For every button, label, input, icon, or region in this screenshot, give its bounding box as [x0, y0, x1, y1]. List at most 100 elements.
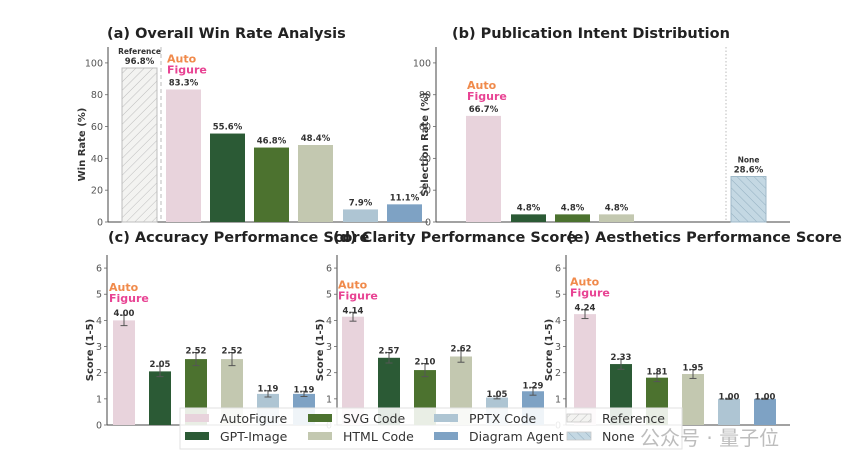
legend-label: PPTX Code	[469, 411, 537, 426]
bar-html-code	[298, 145, 333, 222]
y-axis-label: Score (1-5)	[544, 319, 555, 381]
autofigure-logo-auto: Auto	[167, 52, 197, 65]
y-tick-label: 1	[555, 394, 561, 405]
y-tick-label: 5	[555, 290, 561, 301]
data-label: 1.19	[258, 385, 279, 395]
y-tick-label: 4	[96, 316, 102, 327]
bar-autofigure	[466, 115, 501, 222]
chart-title: (e) Aesthetics Performance Score	[567, 230, 842, 246]
data-label: 2.10	[415, 358, 436, 368]
data-label: 1.00	[755, 392, 776, 402]
autofigure-logo-auto: Auto	[467, 79, 497, 92]
data-label: 7.9%	[349, 198, 373, 208]
legend-label: HTML Code	[343, 429, 414, 444]
data-label: 4.14	[343, 306, 364, 316]
data-label: 66.7%	[469, 105, 499, 115]
data-label: 1.00	[719, 392, 740, 402]
legend-label: None	[602, 429, 635, 444]
y-axis-label: Score (1-5)	[315, 319, 326, 381]
chart-panel-b: (b) Publication Intent Distribution Selec…	[413, 26, 790, 229]
watermark: 公众号 · 量子位	[640, 426, 779, 450]
chart-panel-e: (e) Aesthetics Performance Score Score (1…	[544, 230, 842, 432]
legend-swatch-html-code	[308, 432, 332, 440]
bar-autofigure	[166, 89, 201, 223]
y-tick-label: 40	[91, 154, 103, 165]
bar-gpt-image	[210, 133, 245, 222]
legend-swatch-none	[566, 431, 592, 441]
autofigure-logo-figure: Figure	[467, 90, 507, 103]
bar-autofigure	[113, 320, 135, 425]
autofigure-logo-figure: Figure	[570, 287, 610, 300]
y-tick-label: 6	[555, 264, 561, 275]
bar-pptx-code	[718, 398, 740, 425]
bar-autofigure	[342, 316, 364, 425]
legend-box	[179, 407, 683, 450]
autofigure-logo-figure: Figure	[167, 63, 207, 76]
bar-autofigure	[574, 314, 596, 425]
data-label: 1.29	[523, 381, 544, 391]
data-label: 4.8%	[517, 203, 541, 213]
y-tick-label: 0	[97, 218, 103, 229]
bar-svg-code	[555, 214, 590, 222]
data-label: 48.4%	[301, 134, 331, 144]
legend-swatch-pptx-code	[434, 414, 458, 422]
category-annotation: None	[738, 156, 760, 165]
legend-label: AutoFigure	[220, 411, 287, 426]
y-tick-label: 2	[326, 368, 332, 379]
chart-title: (c) Accuracy Performance Score	[108, 230, 370, 246]
data-label: 4.24	[575, 304, 596, 314]
legend-swatch-gpt-image	[185, 432, 209, 440]
data-label: 2.57	[379, 347, 400, 357]
data-label: 1.95	[683, 364, 704, 374]
legend-swatch-diagram-agent	[434, 432, 458, 440]
autofigure-logo-auto: Auto	[338, 278, 368, 291]
y-axis-label: Win Rate (%)	[77, 108, 88, 182]
y-tick-label: 100	[413, 58, 431, 69]
legend-label: SVG Code	[343, 411, 405, 426]
category-annotation: Reference	[118, 47, 161, 56]
data-label: 2.33	[611, 353, 632, 363]
legend-swatch-reference	[566, 413, 592, 423]
bar-html-code	[682, 374, 704, 425]
y-tick-label: 5	[96, 290, 102, 301]
y-tick-label: 4	[555, 316, 561, 327]
y-tick-label: 80	[91, 90, 103, 101]
data-label: 2.52	[222, 347, 243, 357]
y-tick-label: 1	[326, 394, 332, 405]
y-tick-label: 60	[419, 122, 431, 133]
bar-reference	[121, 67, 158, 223]
legend-swatch-autofigure	[185, 414, 209, 422]
y-tick-label: 60	[91, 122, 103, 133]
data-label: 2.52	[186, 347, 207, 357]
data-label: 1.19	[294, 385, 315, 395]
y-tick-label: 6	[96, 264, 102, 275]
data-label: 11.1%	[390, 193, 420, 203]
legend-label: Diagram Agent	[469, 429, 564, 444]
y-tick-label: 0	[96, 421, 102, 432]
data-label: 96.8%	[125, 57, 155, 67]
chart-title: (d) Clarity Performance Score	[333, 230, 577, 246]
y-tick-label: 20	[419, 186, 431, 197]
data-label: 1.05	[487, 390, 508, 400]
y-tick-label: 6	[326, 264, 332, 275]
autofigure-logo-auto: Auto	[570, 276, 600, 289]
y-tick-label: 1	[96, 394, 102, 405]
legend-swatch-svg-code	[308, 414, 332, 422]
y-tick-label: 40	[419, 154, 431, 165]
y-tick-label: 3	[555, 342, 561, 353]
chart-title: (b) Publication Intent Distribution	[452, 26, 730, 42]
y-tick-label: 3	[96, 342, 102, 353]
y-tick-label: 2	[555, 368, 561, 379]
y-tick-label: 100	[85, 58, 103, 69]
data-label: 1.81	[647, 368, 668, 378]
legend-label: GPT-Image	[220, 429, 288, 444]
autofigure-logo-figure: Figure	[109, 292, 149, 305]
chart-panels: (a) Overall Win Rate Analysis Win Rate (%…	[77, 26, 842, 432]
y-axis-label: Score (1-5)	[85, 319, 96, 381]
chart-panel-d: (d) Clarity Performance Score Score (1-5)…	[315, 230, 577, 432]
legend-label: Reference	[602, 411, 665, 426]
y-tick-label: 4	[326, 316, 332, 327]
bar-diagram-agent	[387, 204, 422, 222]
bar-gpt-image	[511, 214, 546, 222]
